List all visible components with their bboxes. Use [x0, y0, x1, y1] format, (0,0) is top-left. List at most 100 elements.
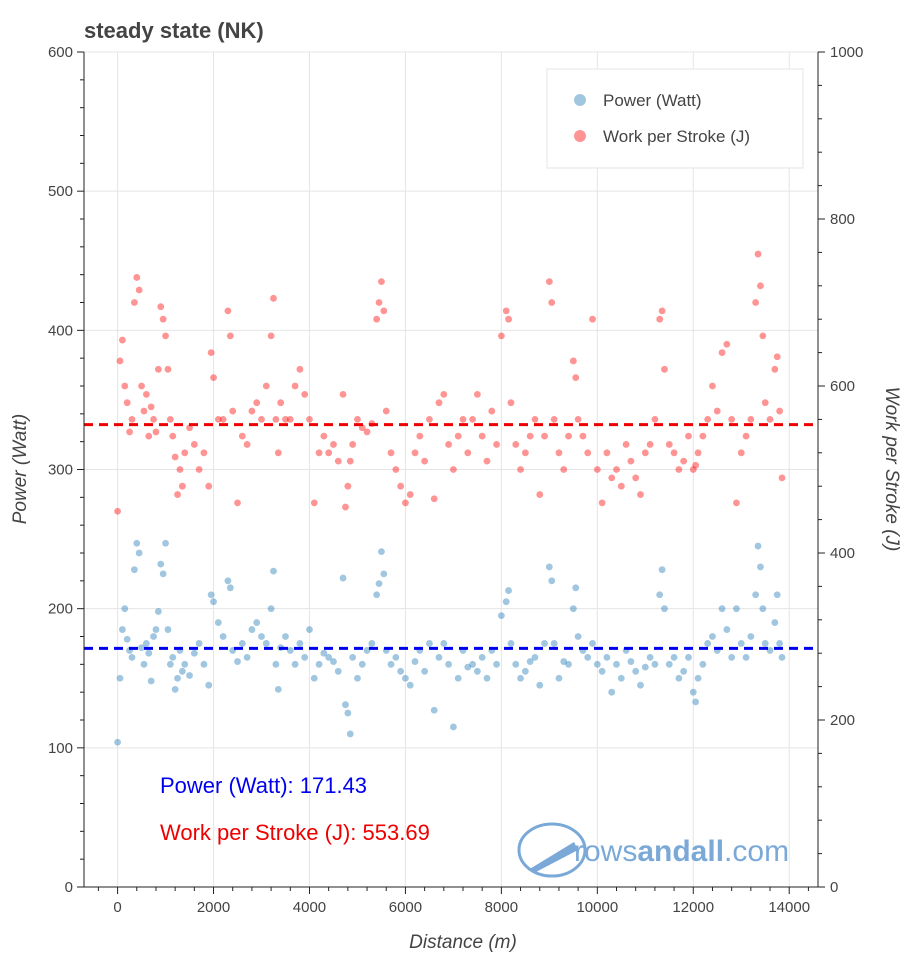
data-point	[373, 315, 381, 323]
data-point	[613, 660, 620, 668]
data-point	[752, 299, 760, 306]
data-point	[598, 667, 606, 675]
data-point	[166, 416, 174, 423]
x-axis-label: Distance (m)	[409, 932, 517, 953]
data-point	[574, 633, 582, 640]
data-point	[430, 706, 438, 714]
power-mean-annotation: Power (Watt): 171.43	[160, 773, 367, 798]
data-point	[270, 294, 277, 302]
data-point	[627, 457, 635, 465]
data-point	[159, 570, 167, 578]
data-point	[159, 315, 167, 323]
data-point	[449, 723, 457, 731]
power-series	[114, 539, 786, 746]
data-point	[718, 349, 726, 356]
data-point	[181, 449, 189, 457]
data-point	[207, 591, 215, 599]
data-point	[713, 407, 721, 415]
data-point	[723, 340, 731, 348]
data-point	[253, 619, 261, 626]
data-point	[411, 658, 419, 665]
data-point	[128, 416, 136, 423]
y-tick-label: 500	[48, 183, 73, 200]
data-point	[267, 332, 275, 340]
data-point	[473, 667, 481, 675]
data-point	[411, 449, 419, 457]
data-point	[214, 619, 222, 626]
data-point	[315, 660, 323, 668]
data-point	[548, 577, 556, 585]
data-point	[637, 491, 644, 498]
data-point	[195, 640, 203, 647]
data-point	[126, 428, 133, 436]
data-point	[339, 390, 347, 398]
data-point	[378, 278, 385, 286]
data-point	[435, 399, 443, 407]
data-point	[224, 577, 232, 585]
data-point	[545, 563, 553, 571]
data-point	[579, 432, 587, 440]
data-point	[147, 677, 155, 685]
data-point	[627, 658, 635, 665]
data-point	[286, 416, 294, 423]
data-point	[637, 681, 644, 689]
data-point	[440, 640, 448, 647]
legend: Power (Watt) Work per Stroke (J)	[546, 68, 804, 169]
data-point	[766, 416, 774, 423]
data-point	[426, 640, 433, 647]
data-point	[469, 416, 476, 423]
x-tick-label: 10000	[576, 899, 618, 916]
data-point	[207, 349, 215, 356]
data-point	[258, 633, 265, 640]
data-point	[282, 416, 289, 423]
data-point	[445, 660, 453, 668]
data-point	[296, 365, 304, 373]
data-point	[541, 432, 548, 440]
data-point	[497, 332, 505, 340]
data-point	[692, 698, 700, 706]
data-point	[378, 548, 385, 556]
legend-label-work: Work per Stroke (J)	[603, 127, 750, 146]
data-point	[402, 674, 409, 682]
data-point	[152, 428, 160, 436]
data-point	[397, 482, 405, 490]
data-point	[162, 332, 169, 340]
data-point	[603, 653, 611, 661]
data-point	[733, 605, 740, 613]
data-point	[150, 633, 157, 640]
data-point	[670, 653, 678, 661]
data-point	[157, 560, 165, 568]
data-point	[354, 416, 361, 423]
data-point	[704, 640, 712, 647]
data-point	[162, 539, 169, 547]
data-point	[704, 416, 712, 423]
data-point	[224, 307, 232, 315]
data-point	[344, 482, 352, 490]
data-point	[665, 441, 673, 448]
data-point	[694, 449, 702, 457]
data-point	[138, 644, 145, 652]
data-point	[737, 449, 745, 457]
y-tick-label: 300	[48, 462, 73, 479]
data-point	[186, 672, 193, 679]
work-mean-annotation: Work per Stroke (J): 553.69	[160, 820, 430, 845]
data-point	[699, 432, 707, 440]
data-point	[267, 605, 275, 613]
data-point	[502, 598, 510, 606]
data-point	[589, 640, 596, 647]
data-point	[752, 591, 760, 599]
data-point	[754, 542, 762, 550]
data-point	[238, 640, 246, 647]
data-point	[178, 667, 186, 675]
data-point	[270, 567, 277, 575]
data-point	[675, 674, 683, 682]
data-point	[190, 441, 198, 448]
data-point	[526, 658, 534, 665]
rowsandall-logo: rowsandall.com	[517, 822, 789, 878]
data-point	[373, 591, 381, 599]
data-point	[560, 658, 568, 665]
data-point	[368, 640, 376, 647]
data-point	[728, 416, 736, 423]
data-point	[536, 491, 544, 498]
data-point	[219, 633, 227, 640]
